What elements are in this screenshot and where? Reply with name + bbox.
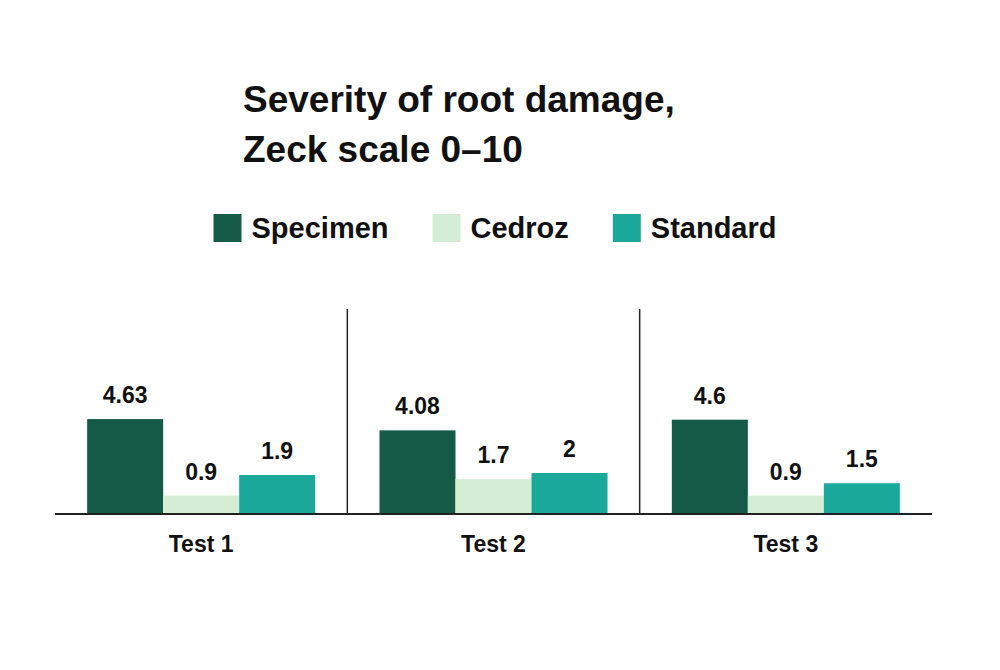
title-line: Severity of root damage, <box>243 79 675 120</box>
legend-label: Specimen <box>252 212 389 244</box>
chart: Severity of root damage,Zeck scale 0–10S… <box>0 0 1000 670</box>
legend: Specimen Cedroz Standard <box>214 212 777 244</box>
separators <box>347 309 639 514</box>
data-label: 1.5 <box>846 446 878 472</box>
data-label: 1.7 <box>478 442 510 468</box>
title: Severity of root damage, Zeck scale 0–10 <box>243 79 675 170</box>
x-axis: Test 1 Test 2 Test 3 <box>55 514 932 557</box>
bar <box>379 430 455 514</box>
legend-swatch <box>613 214 641 242</box>
legend-item: Specimen <box>214 212 389 244</box>
x-tick: Test 1 <box>169 531 234 557</box>
baseline <box>55 513 932 515</box>
legend-item: Cedroz <box>433 212 569 244</box>
data-label: 1.9 <box>261 438 293 464</box>
title-line: Zeck scale 0–10 <box>243 129 523 170</box>
legend-item: Standard <box>613 212 777 244</box>
bar <box>163 496 239 514</box>
x-tick-label: Test 3 <box>753 531 818 557</box>
bar <box>672 420 748 514</box>
legend-label: Cedroz <box>471 212 569 244</box>
x-tick-label: Test 2 <box>461 531 526 557</box>
bar <box>455 479 531 514</box>
data-label: 4.6 <box>694 383 726 409</box>
x-tick: Test 3 <box>753 531 818 557</box>
data-label: 0.9 <box>185 459 217 485</box>
x-tick: Test 2 <box>461 531 526 557</box>
x-tick-label: Test 1 <box>169 531 234 557</box>
group-separator <box>639 309 641 514</box>
group-separator <box>347 309 349 514</box>
bar <box>748 496 824 514</box>
bar <box>824 483 900 514</box>
bars <box>87 419 900 514</box>
data-label: 2 <box>563 436 576 462</box>
bar <box>532 473 608 514</box>
data-label: 4.08 <box>395 393 440 419</box>
data-label: 4.63 <box>103 382 148 408</box>
legend-swatch <box>433 214 461 242</box>
legend-swatch <box>214 214 242 242</box>
legend-label: Standard <box>651 212 777 244</box>
data-labels: 4.63 4.08 4.6 0.9 1.7 0.9 1.9 2 1.5 <box>103 382 878 484</box>
data-label: 0.9 <box>770 459 802 485</box>
bar <box>239 475 315 514</box>
bar <box>87 419 163 514</box>
